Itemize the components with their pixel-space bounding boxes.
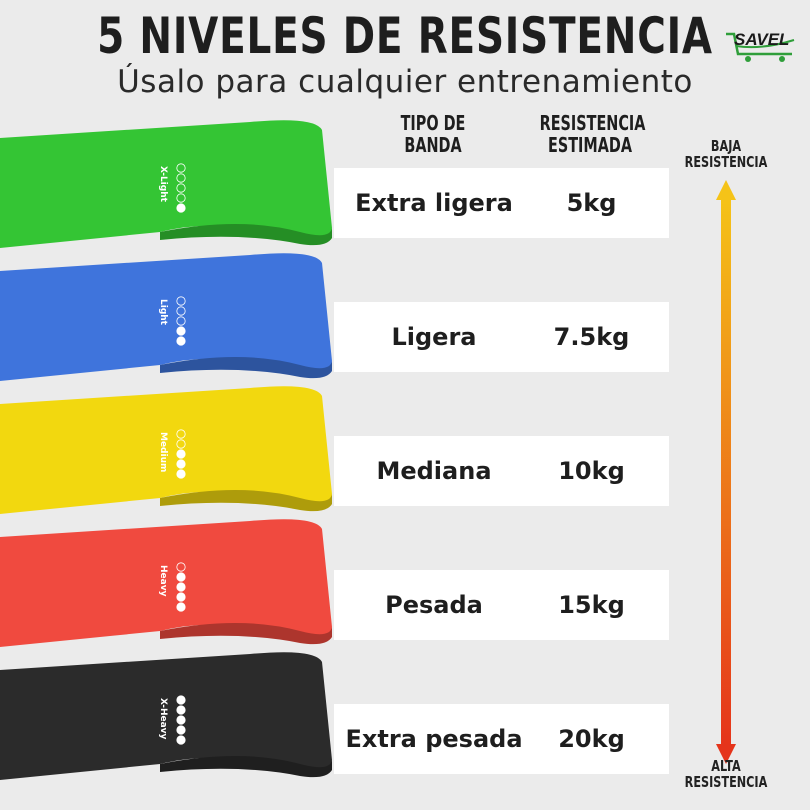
level-dot-filled bbox=[176, 572, 186, 582]
band-label: Medium bbox=[158, 432, 168, 472]
logo-text: SAVEL bbox=[734, 30, 790, 49]
band-label: Heavy bbox=[158, 565, 168, 597]
band-type-cell: Pesada bbox=[385, 591, 483, 619]
band-5: X-Heavy bbox=[0, 652, 332, 780]
band-2: Light bbox=[0, 253, 332, 381]
cart-icon bbox=[726, 32, 795, 62]
resistance-row: Pesada 15kg bbox=[334, 570, 669, 640]
level-dot-filled bbox=[176, 449, 186, 459]
band-label: X-Heavy bbox=[158, 698, 168, 740]
level-dot-filled bbox=[176, 725, 186, 735]
band-resistance-cell: 20kg bbox=[558, 725, 625, 753]
level-dot-filled bbox=[176, 735, 186, 745]
band-3: Medium bbox=[0, 386, 332, 514]
level-dot-filled bbox=[176, 336, 186, 346]
level-dot-empty bbox=[176, 316, 186, 326]
column-header-type: TIPO DE BANDA bbox=[400, 111, 466, 157]
column-header-resistance: RESISTENCIA ESTIMADA bbox=[539, 111, 646, 157]
level-dot-filled bbox=[176, 469, 186, 479]
resistance-row: Extra pesada 20kg bbox=[334, 704, 669, 774]
level-dot-empty bbox=[176, 439, 186, 449]
page-title: 5 NIVELES DE RESISTENCIA bbox=[97, 7, 713, 65]
resistance-row: Extra ligera 5kg bbox=[334, 168, 669, 238]
resistance-row: Ligera 7.5kg bbox=[334, 302, 669, 372]
band-resistance-cell: 5kg bbox=[566, 189, 617, 217]
level-dot-empty bbox=[176, 562, 186, 572]
band-1: X-Light bbox=[0, 120, 332, 248]
band-resistance-cell: 7.5kg bbox=[553, 323, 630, 351]
level-dot-filled bbox=[176, 592, 186, 602]
level-dot-filled bbox=[176, 326, 186, 336]
band-type-cell: Extra pesada bbox=[345, 725, 523, 753]
level-dot-filled bbox=[176, 705, 186, 715]
page-subtitle: Úsalo para cualquier entrenamiento bbox=[117, 64, 693, 100]
level-dot-empty bbox=[176, 429, 186, 439]
level-dot-empty bbox=[176, 183, 186, 193]
level-dot-filled bbox=[176, 203, 186, 213]
level-dot-filled bbox=[176, 695, 186, 705]
band-type-cell: Mediana bbox=[376, 457, 492, 485]
savel-logo: SAVEL bbox=[722, 28, 802, 64]
level-dot-empty bbox=[176, 163, 186, 173]
level-dot-filled bbox=[176, 602, 186, 612]
band-label: Light bbox=[158, 299, 168, 326]
level-dot-filled bbox=[176, 459, 186, 469]
level-dot-filled bbox=[176, 582, 186, 592]
band-label: X-Light bbox=[158, 166, 168, 203]
resistance-row: Mediana 10kg bbox=[334, 436, 669, 506]
level-dot-empty bbox=[176, 173, 186, 183]
scale-low-label: BAJA RESISTENCIA bbox=[684, 137, 768, 171]
resistance-scale-arrow bbox=[716, 180, 736, 764]
band-resistance-cell: 15kg bbox=[558, 591, 625, 619]
level-dot-filled bbox=[176, 715, 186, 725]
level-dot-empty bbox=[176, 306, 186, 316]
band-4: Heavy bbox=[0, 519, 332, 647]
band-type-cell: Extra ligera bbox=[355, 189, 513, 217]
band-type-cell: Ligera bbox=[391, 323, 477, 351]
band-resistance-cell: 10kg bbox=[558, 457, 625, 485]
level-dot-empty bbox=[176, 193, 186, 203]
scale-high-label: ALTA RESISTENCIA bbox=[684, 757, 768, 791]
level-dot-empty bbox=[176, 296, 186, 306]
